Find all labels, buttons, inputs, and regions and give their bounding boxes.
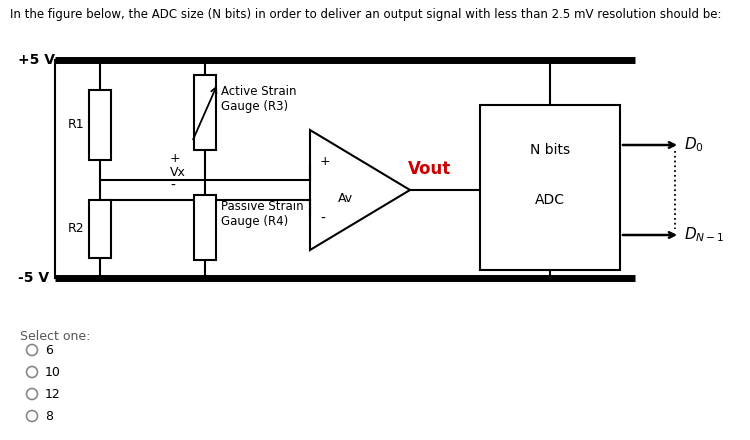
Text: ADC: ADC (535, 193, 565, 207)
Text: -5 V: -5 V (18, 271, 50, 285)
Text: $D_0$: $D_0$ (684, 136, 703, 154)
Text: R2: R2 (68, 223, 84, 235)
Text: Active Strain
Gauge (R3): Active Strain Gauge (R3) (221, 85, 296, 113)
Text: 6: 6 (45, 344, 53, 356)
Text: R1: R1 (68, 118, 84, 132)
Circle shape (26, 345, 38, 356)
Circle shape (26, 411, 38, 422)
Bar (194, 75, 216, 150)
Bar (480, 105, 620, 270)
Text: -: - (320, 211, 325, 225)
Text: In the figure below, the ADC size (N bits) in order to deliver an output signal : In the figure below, the ADC size (N bit… (10, 8, 722, 21)
Text: Vx: Vx (170, 165, 186, 179)
Text: Passive Strain
Gauge (R4): Passive Strain Gauge (R4) (221, 200, 304, 228)
Bar (89, 90, 111, 160)
Text: 10: 10 (45, 366, 61, 378)
Text: 8: 8 (45, 410, 53, 422)
Text: +: + (320, 155, 331, 168)
Text: +5 V: +5 V (18, 53, 55, 67)
Text: Vout: Vout (408, 160, 452, 178)
Bar (89, 200, 111, 258)
Text: 12: 12 (45, 388, 61, 400)
Text: N bits: N bits (530, 143, 570, 157)
Text: -: - (170, 179, 175, 193)
Text: Select one:: Select one: (20, 330, 90, 343)
Text: $D_{N-1}$: $D_{N-1}$ (684, 226, 724, 244)
Bar (194, 195, 216, 260)
Circle shape (26, 367, 38, 378)
Circle shape (26, 389, 38, 400)
Text: +: + (170, 151, 181, 165)
Text: Av: Av (338, 191, 353, 205)
